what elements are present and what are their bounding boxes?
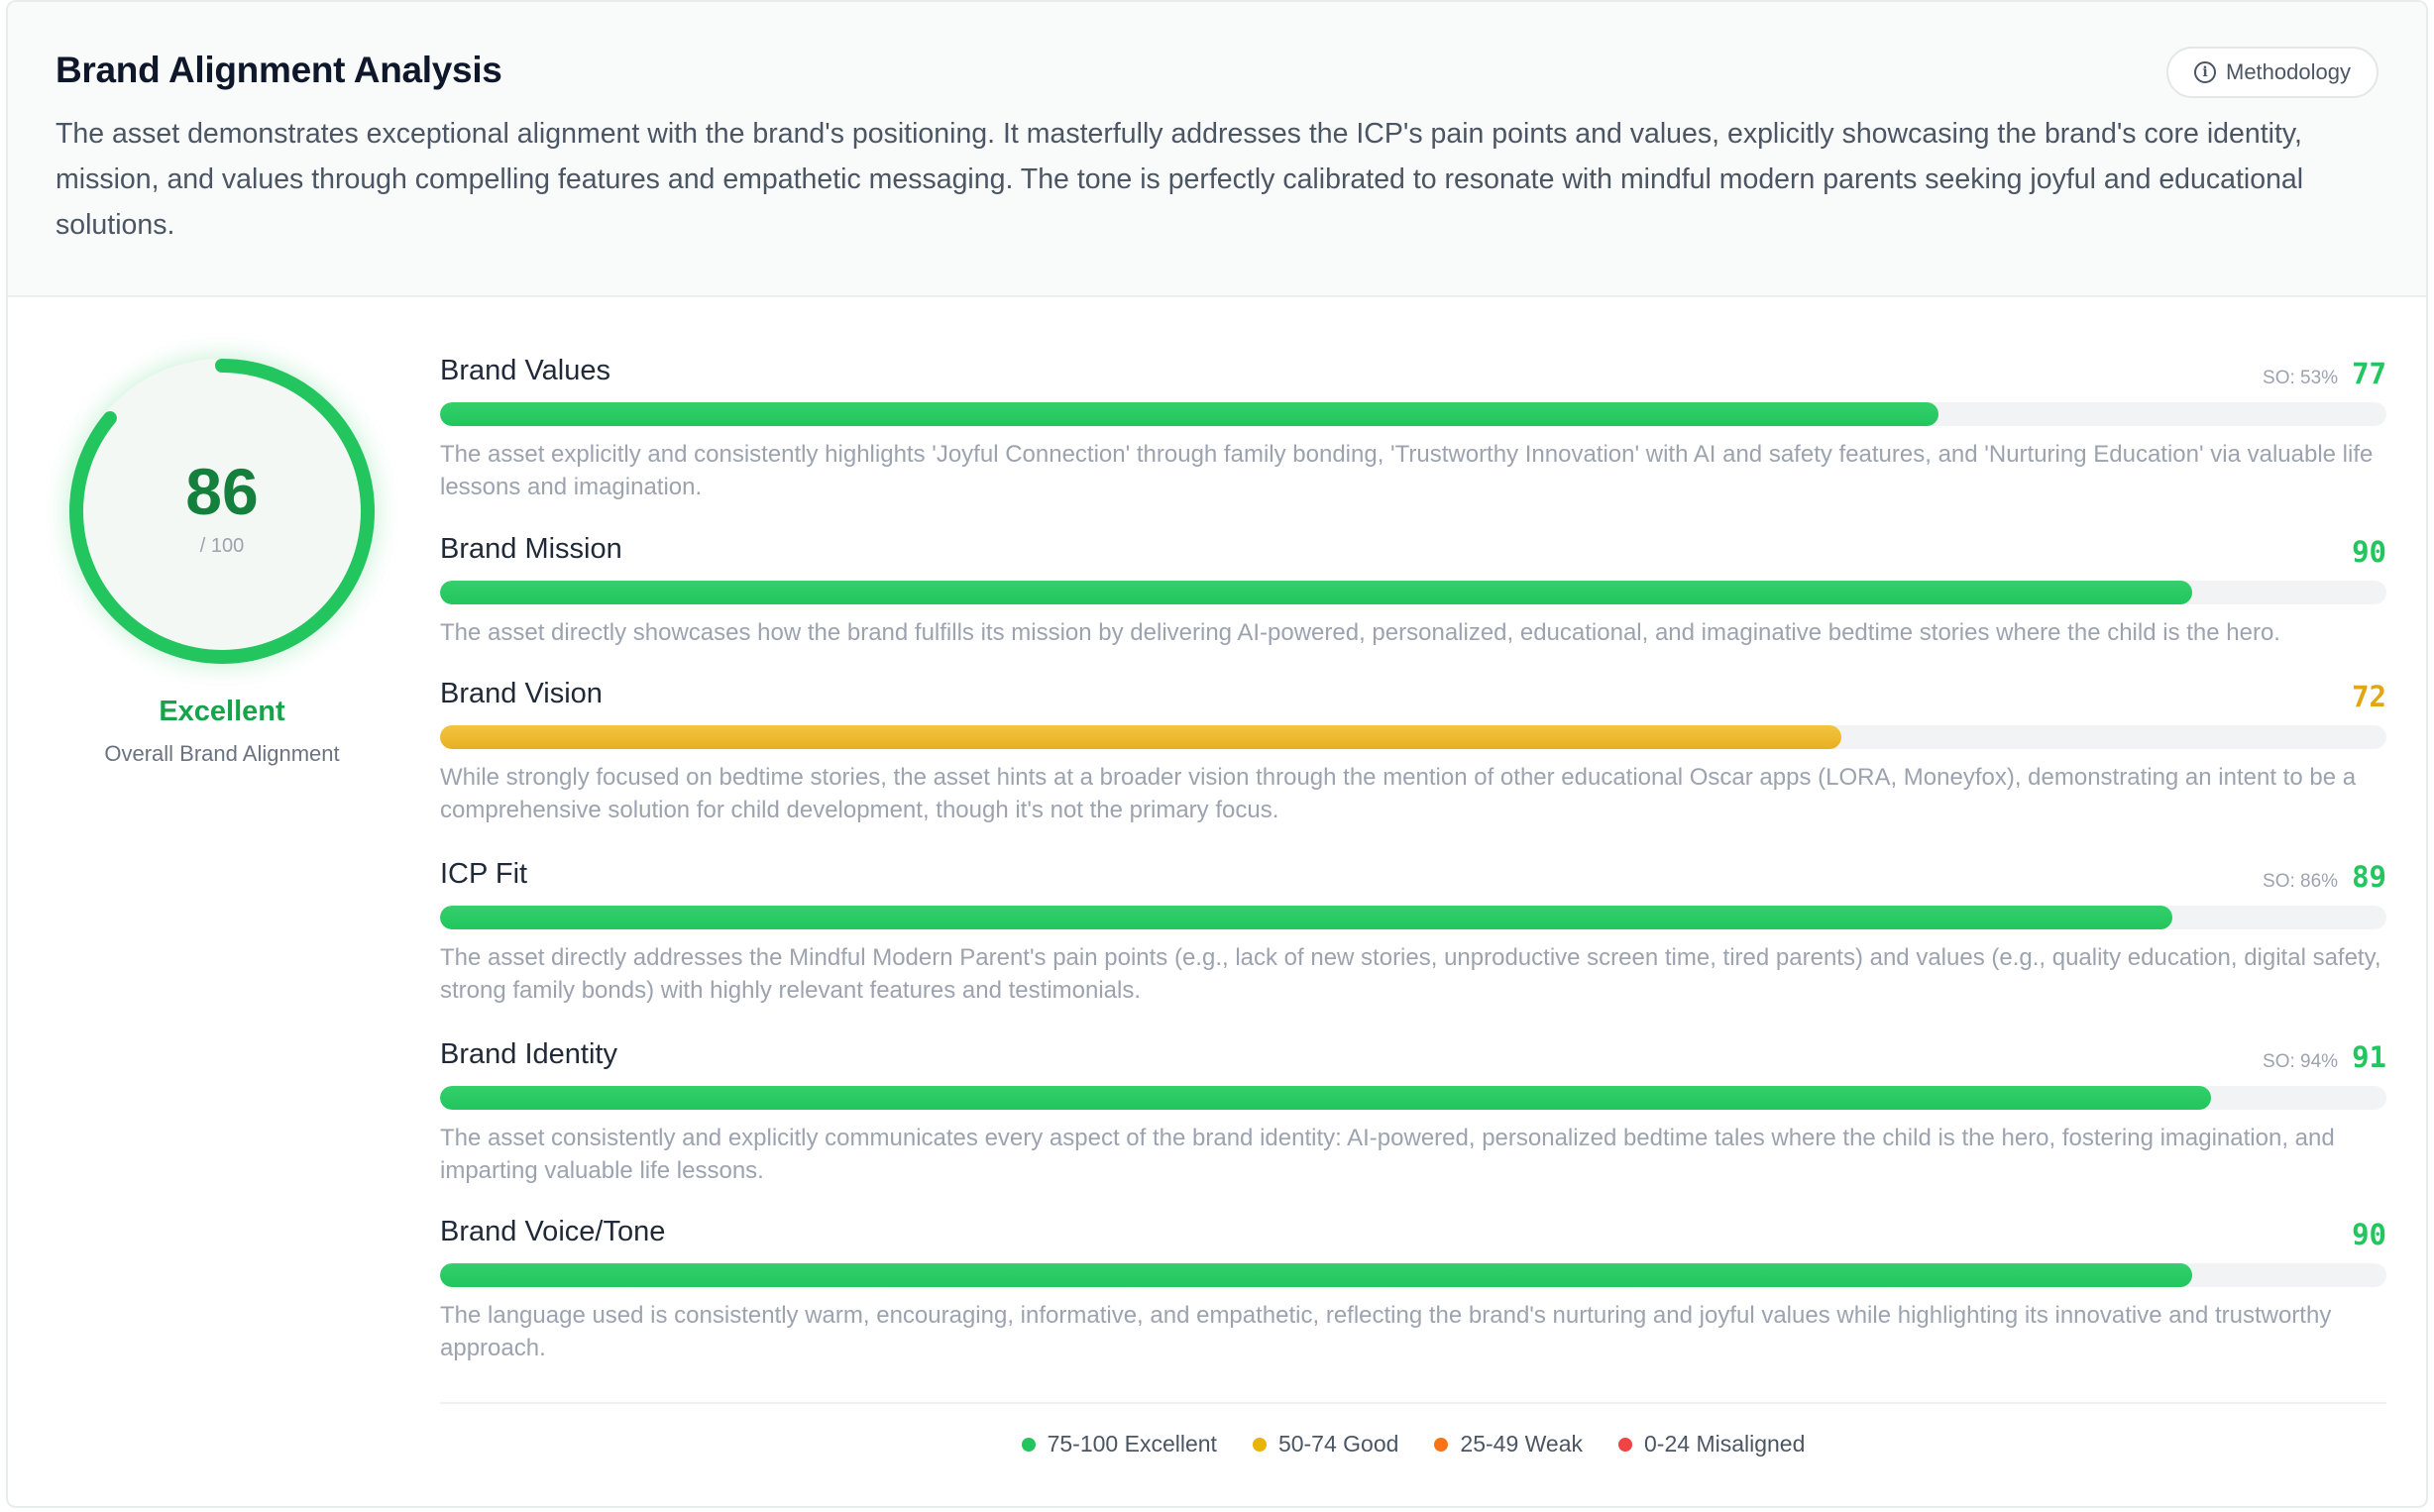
progress-track (440, 1086, 2386, 1110)
legend-item-good: 50-74 Good (1252, 1431, 1399, 1458)
overall-rating: Excellent (159, 696, 285, 727)
progress-fill (440, 1263, 2192, 1287)
share-of-text: SO: 53% (2263, 368, 2339, 388)
metric-brand-vision: Brand Vision 72 While strongly focused o… (440, 678, 2386, 826)
info-icon: i (2194, 61, 2216, 83)
legend-label: 75-100 Excellent (1047, 1431, 1217, 1457)
metric-score-group: 90 (2338, 535, 2386, 569)
progress-fill (440, 402, 1939, 426)
metric-score: 72 (2352, 680, 2386, 713)
progress-track (440, 906, 2386, 929)
page-title: Brand Alignment Analysis (55, 50, 502, 90)
metric-score: 90 (2352, 1218, 2386, 1251)
metric-icp-fit: ICP Fit SO: 86% 89 The asset directly ad… (440, 858, 2386, 1007)
legend-dot (1021, 1437, 1036, 1452)
overall-score-value: 86 (185, 455, 259, 528)
share-of-text: SO: 94% (2263, 1051, 2339, 1072)
metric-score-group: 72 (2338, 680, 2386, 713)
gauge-progress-arc (69, 359, 375, 664)
legend-dot (1434, 1437, 1449, 1452)
metric-brand-mission: Brand Mission 90 The asset directly show… (440, 533, 2386, 652)
metric-score: 91 (2352, 1040, 2386, 1074)
share-of-text: SO: 86% (2263, 871, 2339, 892)
metric-score-group: SO: 53% 77 (2263, 357, 2386, 390)
metric-name: Brand Vision (440, 678, 603, 709)
analysis-summary: The asset demonstrates exceptional align… (55, 118, 2304, 241)
metric-description: While strongly focused on bedtime storie… (440, 764, 2357, 823)
overall-rating-label: Overall Brand Alignment (104, 741, 340, 766)
gauge-ring (69, 359, 375, 664)
metric-brand-identity: Brand Identity SO: 94% 91 The asset cons… (440, 1038, 2386, 1187)
legend-dot (1252, 1437, 1267, 1452)
overall-score-gauge: 86 / 100 (57, 347, 387, 676)
metric-name: Brand Values (440, 355, 610, 386)
legend-item-excellent: 75-100 Excellent (1021, 1431, 1217, 1458)
legend-label: 50-74 Good (1277, 1431, 1399, 1457)
score-legend: 75-100 Excellent 50-74 Good 25-49 Weak 0… (440, 1431, 2386, 1458)
metric-description: The asset directly addresses the Mindful… (440, 944, 2381, 1004)
progress-track (440, 725, 2386, 749)
legend-item-misaligned: 0-24 Misaligned (1618, 1431, 1805, 1458)
metric-score-group: 90 (2338, 1218, 2386, 1251)
overall-score-max: / 100 (199, 535, 245, 557)
legend-divider (440, 1402, 2386, 1404)
metric-brand-voice-tone: Brand Voice/Tone 90 The language used is… (440, 1216, 2386, 1364)
legend-label: 0-24 Misaligned (1644, 1431, 1806, 1457)
metric-name: Brand Identity (440, 1038, 617, 1070)
legend-dot (1618, 1437, 1633, 1452)
metric-score: 89 (2352, 860, 2386, 894)
metric-description: The asset consistently and explicitly co… (440, 1125, 2335, 1184)
metric-score: 77 (2352, 357, 2386, 390)
metric-name: ICP Fit (440, 858, 528, 890)
legend-label: 25-49 Weak (1460, 1431, 1584, 1457)
progress-track (440, 581, 2386, 604)
progress-track (440, 1263, 2386, 1287)
metric-brand-values: Brand Values SO: 53% 77 The asset explic… (440, 355, 2386, 503)
progress-fill (440, 1086, 2212, 1110)
metric-name: Brand Voice/Tone (440, 1216, 666, 1247)
metric-description: The asset explicitly and consistently hi… (440, 441, 2374, 500)
brand-alignment-card: Brand Alignment Analysis i Methodology T… (6, 0, 2428, 1508)
progress-fill (440, 725, 1842, 749)
analysis-header: Brand Alignment Analysis i Methodology T… (8, 2, 2426, 297)
progress-fill (440, 581, 2192, 604)
methodology-button[interactable]: i Methodology (2166, 47, 2379, 98)
metric-description: The language used is consistently warm, … (440, 1302, 2332, 1361)
metric-name: Brand Mission (440, 533, 622, 565)
methodology-label: Methodology (2226, 59, 2351, 84)
progress-fill (440, 906, 2172, 929)
metric-description: The asset directly showcases how the bra… (440, 619, 2280, 646)
legend-item-weak: 25-49 Weak (1434, 1431, 1583, 1458)
metric-score-group: SO: 86% 89 (2263, 860, 2386, 894)
progress-track (440, 402, 2386, 426)
metric-score: 90 (2352, 535, 2386, 569)
metric-score-group: SO: 94% 91 (2263, 1040, 2386, 1074)
